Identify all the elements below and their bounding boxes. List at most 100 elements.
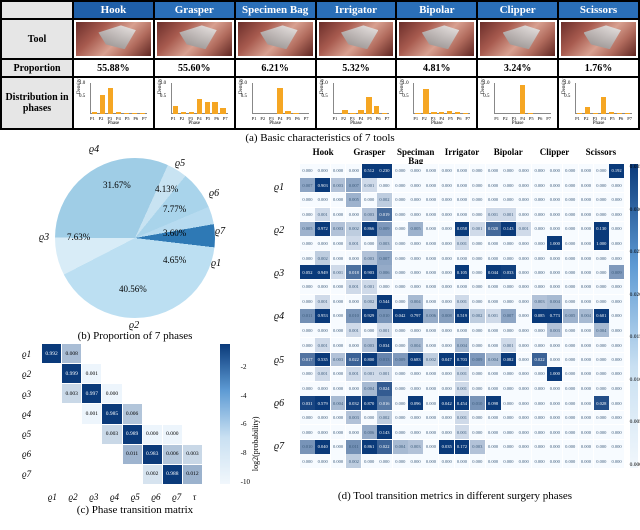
subcell: 0.000 [377,454,392,468]
sub-heatmap: 0.0000.0000.0000.0000.0000.0000.0000.000… [532,382,577,425]
hm-cell: 0.003 [102,425,121,444]
subcell: 0.000 [579,411,594,425]
mini-bar-chart: Density1.00.5P1P2P3P4P5P6P7Phase [561,80,636,126]
sub-heatmap: 0.0000.0000.1920.0000.0000.0000.0000.000… [579,164,624,207]
subcell: 0.000 [315,411,330,425]
subcell: 0.000 [408,382,423,396]
subcell: 0.000 [609,454,624,468]
subcell: 0.002 [362,295,377,309]
subcell: 0.000 [346,425,361,439]
subcell: 0.000 [563,178,578,192]
subcell: 0.000 [501,323,516,337]
subcell: 0.001 [455,295,470,309]
subcell: 0.003 [470,440,485,454]
pie-value: 40.56% [119,284,147,294]
subcell: 0.098 [486,396,501,410]
subcell: 0.000 [331,164,346,178]
subcell: 0.000 [501,164,516,178]
subcell: 0.000 [579,251,594,265]
subcell: 0.000 [501,280,516,294]
subcell: 0.000 [579,396,594,410]
subcell: 0.005 [563,309,578,323]
hm-cell: 0.003 [183,445,202,464]
subcell: 0.000 [516,309,531,323]
subcell: 0.000 [579,222,594,236]
subcell: 0.000 [439,295,454,309]
subcell: 0.903 [315,178,330,192]
subcell: 0.000 [516,208,531,222]
subcell: 0.000 [423,454,438,468]
tool-transition-heatmap: HookGrasperSpeciman BagIrrigatorBipolarC… [272,148,638,488]
subcell: 0.454 [455,396,470,410]
subcell: 0.535 [315,353,330,367]
hm-cell: 0.011 [123,445,142,464]
hm-cell [82,445,101,464]
subcell: 0.000 [501,236,516,250]
subcell: 0.001 [501,208,516,222]
subcell: 0.003 [346,411,361,425]
subcell: 0.000 [563,323,578,337]
proportion-cell: 6.21% [235,59,316,77]
subcell: 0.000 [470,425,485,439]
subcell: 0.000 [423,222,438,236]
subcell: 0.000 [563,193,578,207]
subcell: 0.000 [439,265,454,279]
subcell: 0.000 [594,425,609,439]
hm-cell: 0.003 [62,384,81,403]
subcell: 0.000 [393,193,408,207]
subcell: 0.000 [532,178,547,192]
sub-heatmap: 0.0000.0000.0000.0000.0280.0000.0000.000… [579,382,624,425]
subcell: 0.001 [346,367,361,381]
subcell: 0.005 [346,193,361,207]
sub-heatmap: 0.0000.0010.0000.0420.4540.0100.0000.001… [439,382,484,425]
subcell: 0.000 [486,251,501,265]
subcell: 0.018 [346,265,361,279]
subcell: 0.000 [547,280,562,294]
subcell: 0.000 [408,280,423,294]
sub-heatmap: 0.0030.0040.0000.0850.7730.0050.0000.003… [532,295,577,338]
subcell: 0.000 [300,411,315,425]
subcell: 0.000 [594,295,609,309]
subcell: 0.001 [362,367,377,381]
tool-image-cell [396,19,477,59]
subcell: 0.000 [501,382,516,396]
subcell: 0.000 [439,454,454,468]
sub-heatmap: 0.0000.0010.0000.0170.5350.0030.0000.001… [300,338,345,381]
tool-thumb [480,22,555,56]
tool-image-cell [558,19,639,59]
subcell: 0.000 [470,265,485,279]
tool-header-irrigator: Irrigator [316,1,397,19]
subcell: 0.000 [609,440,624,454]
subcell: 0.903 [362,265,377,279]
subcell: 0.683 [408,353,423,367]
subcell: 0.004 [393,440,408,454]
subcell: 0.000 [516,411,531,425]
subcell: 0.000 [532,396,547,410]
tool-thumb [76,22,151,56]
subcell: 0.000 [439,178,454,192]
subcell: 0.000 [579,164,594,178]
subcell: 0.001 [331,265,346,279]
subcell: 0.000 [563,236,578,250]
subcell: 0.000 [563,164,578,178]
hm-cell: 0.983 [143,445,162,464]
subcell: 0.000 [609,353,624,367]
sub-heatmap: 0.0000.0040.0000.0470.7030.0090.0000.001… [439,338,484,381]
subcell: 0.000 [579,353,594,367]
subcell: 0.000 [486,193,501,207]
subcell: 0.000 [609,309,624,323]
subcell: 0.000 [609,222,624,236]
pie-value: 7.77% [163,204,186,214]
subcell: 0.519 [455,309,470,323]
subcell: 0.003 [331,222,346,236]
subcell: 0.000 [486,295,501,309]
subcell: 0.000 [609,236,624,250]
subcell: 0.000 [300,323,315,337]
pie-value: 4.13% [155,184,178,194]
tool-thumb [157,22,232,56]
subcell: 0.000 [393,164,408,178]
subcell: 0.000 [393,222,408,236]
subcell: 0.000 [547,178,562,192]
subcell: 0.000 [393,454,408,468]
subcell: 0.230 [377,164,392,178]
